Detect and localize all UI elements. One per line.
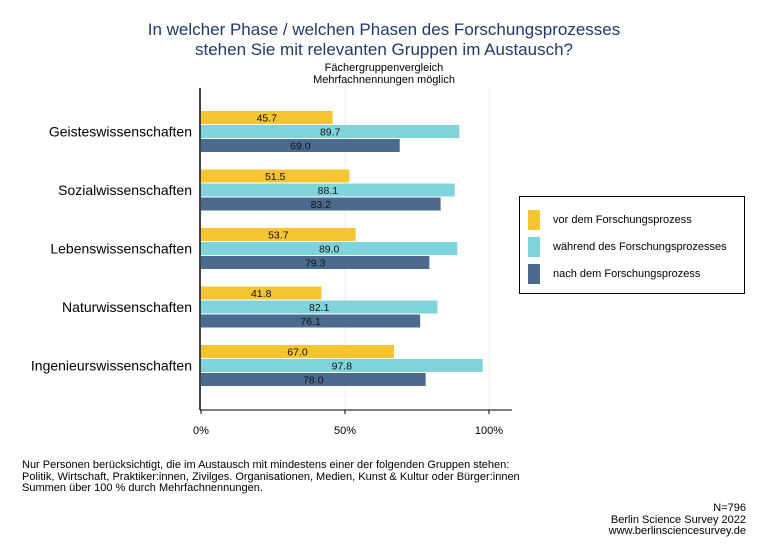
bar (201, 345, 394, 358)
legend-item-during: während des Forschungsprozesses (528, 237, 727, 257)
bar-value-label: 78.0 (303, 374, 324, 386)
sample-size: N=796 (713, 502, 746, 514)
footnote: Nur Personen berücksichtigt, die im Aust… (22, 459, 520, 495)
legend-swatch-during (528, 237, 540, 257)
bar (201, 183, 455, 197)
bar (201, 256, 430, 269)
bar-value-label: 97.8 (332, 360, 353, 372)
legend-label-during: während des Forschungsprozesses (553, 241, 727, 253)
bar (201, 139, 400, 152)
legend: vor dem Forschungsprozess während des Fo… (519, 196, 745, 294)
chart-subtitle: Fächergruppenvergleich Mehrfachnennungen… (0, 62, 768, 86)
x-tick-label: 0% (193, 425, 209, 437)
bar-value-label: 82.1 (309, 302, 330, 314)
bar-value-label: 69.0 (290, 140, 311, 152)
subtitle-line-2: Mehrfachnennungen möglich (313, 74, 455, 86)
credits: N=796 Berlin Science Survey 2022 www.ber… (608, 502, 746, 538)
bar-value-label: 83.2 (311, 199, 332, 211)
legend-swatch-after (528, 264, 540, 284)
bar (201, 242, 458, 255)
bar-value-label: 89.7 (320, 126, 341, 138)
bar-value-label: 67.0 (287, 346, 308, 358)
bar (201, 169, 350, 183)
category-label: Ingenieurswissenschaften (31, 358, 192, 374)
bar-value-label: 41.8 (251, 288, 272, 300)
bar-value-label: 88.1 (318, 185, 339, 197)
legend-label-after: nach dem Forschungsprozess (553, 268, 701, 280)
footnote-line-3: Summen über 100 % durch Mehrfachnennunge… (22, 482, 263, 494)
legend-item-before: vor dem Forschungsprozess (528, 210, 692, 230)
bar-value-label: 45.7 (257, 112, 278, 124)
chart-title: In welcher Phase / welchen Phasen des Fo… (0, 20, 768, 60)
bar (201, 300, 438, 314)
bar (201, 111, 333, 124)
legend-label-before: vor dem Forschungsprozess (553, 214, 692, 226)
bar-value-label: 51.5 (265, 171, 286, 183)
bar-value-label: 89.0 (319, 243, 340, 255)
bar (201, 359, 483, 372)
bar-value-label: 76.1 (300, 316, 321, 328)
x-tick-label: 100% (475, 425, 503, 437)
survey-url: www.berlinsciencesurvey.de (608, 525, 746, 537)
category-label: Sozialwissenschaften (58, 182, 192, 198)
subtitle-line-1: Fächergruppenvergleich (324, 62, 444, 74)
bar (201, 125, 460, 138)
footnote-line-1: Nur Personen berücksichtigt, die im Aust… (22, 459, 510, 471)
bar (201, 314, 421, 328)
legend-item-after: nach dem Forschungsprozess (528, 264, 700, 284)
bar-value-label: 79.3 (305, 257, 326, 269)
bar-value-label: 53.7 (268, 229, 289, 241)
category-label: Lebenswissenschaften (50, 241, 192, 257)
x-tick-label: 50% (334, 425, 356, 437)
legend-swatch-before (528, 210, 540, 230)
category-label: Naturwissenschaften (62, 299, 192, 315)
bar (201, 228, 356, 241)
title-line-2: stehen Sie mit relevanten Gruppen im Aus… (195, 40, 573, 59)
survey-name: Berlin Science Survey 2022 (610, 513, 746, 526)
bar (201, 197, 441, 211)
footnote-line-2: Politik, Wirtschaft, Praktiker:innen, Zi… (22, 470, 520, 483)
title-line-1: In welcher Phase / welchen Phasen des Fo… (147, 20, 621, 39)
category-label: Geisteswissenschaften (49, 124, 192, 140)
bar (201, 373, 426, 386)
bar (201, 286, 322, 300)
